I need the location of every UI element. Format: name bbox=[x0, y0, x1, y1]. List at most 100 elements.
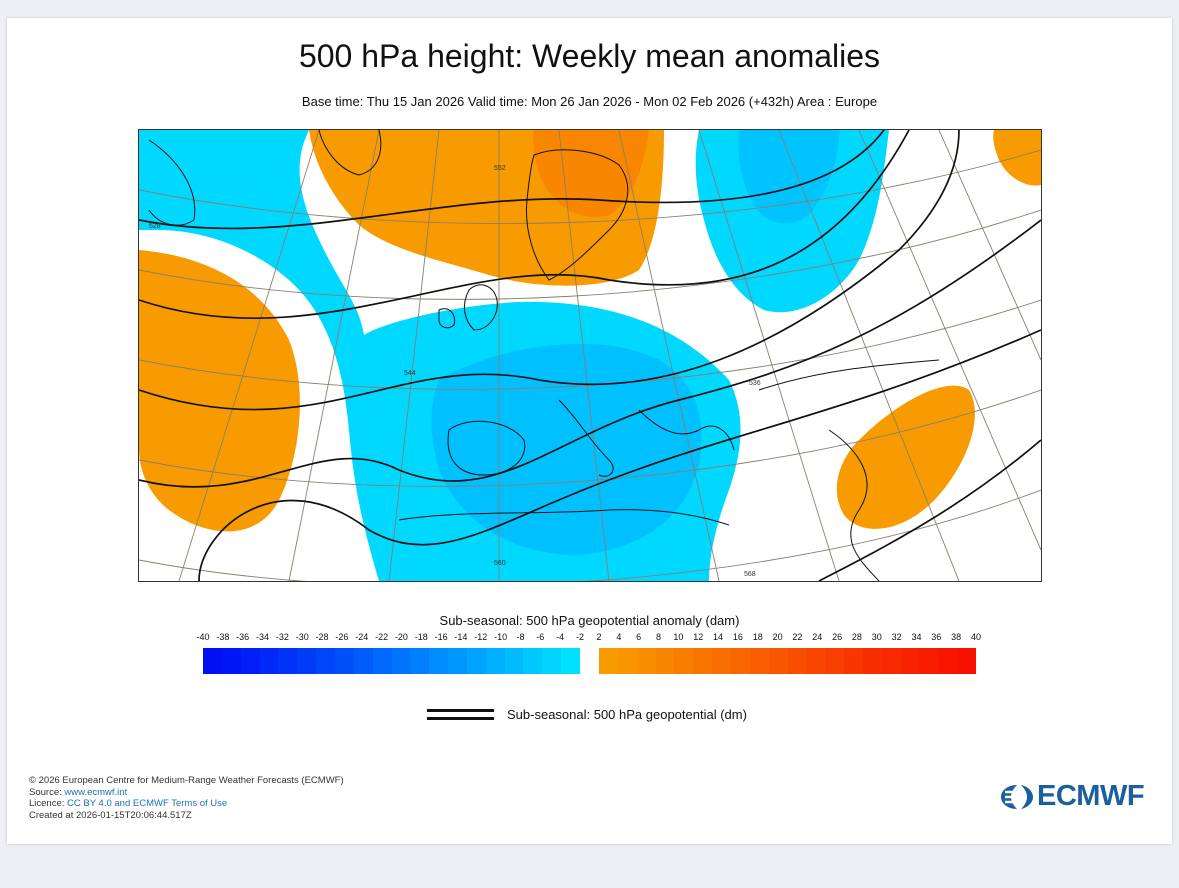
colorbar-cell bbox=[372, 648, 392, 674]
ecmwf-logo: ECMWF bbox=[999, 780, 1155, 813]
copyright-text: © 2026 European Centre for Medium-Range … bbox=[29, 775, 344, 786]
colorbar-tick-label: -2 bbox=[575, 632, 585, 642]
source-line: Source: www.ecmwf.int bbox=[29, 787, 344, 799]
colorbar-cell bbox=[466, 648, 487, 674]
colorbar-tick-label: -36 bbox=[236, 632, 250, 642]
colorbar-tick-label: -20 bbox=[394, 632, 408, 642]
contour-label: 536 bbox=[749, 380, 761, 387]
colorbar-cell bbox=[221, 648, 242, 674]
colorbar-cell bbox=[429, 648, 449, 674]
colorbar-tick-label: 2 bbox=[596, 632, 602, 642]
colorbar-negative bbox=[203, 648, 581, 674]
colorbar-cell bbox=[900, 648, 920, 674]
colorbar-cell bbox=[844, 648, 864, 674]
colorbar-cell bbox=[599, 648, 619, 674]
positive-anomaly-scandinavia-core bbox=[533, 130, 649, 217]
colorbar-tick-label: 18 bbox=[752, 632, 763, 642]
colorbar-cell bbox=[523, 648, 543, 674]
colorbar-tick-label: 20 bbox=[772, 632, 783, 642]
ecmwf-logo-icon bbox=[1001, 785, 1033, 809]
colorbar-title: Sub-seasonal: 500 hPa geopotential anoma… bbox=[439, 613, 740, 628]
colorbar-cell bbox=[919, 648, 939, 674]
contour-labels: 552 544 536 528 560 568 bbox=[149, 165, 761, 578]
colorbar-tick-label: 34 bbox=[911, 632, 922, 642]
colorbar-cell bbox=[825, 648, 845, 674]
colorbar-tick-label: 16 bbox=[732, 632, 743, 642]
colorbar-tick-label: -4 bbox=[556, 632, 565, 642]
created-text: Created at 2026-01-15T20:06:44.517Z bbox=[29, 809, 192, 821]
positive-anomaly-west-atlantic bbox=[139, 250, 300, 532]
contour-label: 552 bbox=[494, 165, 506, 172]
colorbar-tick-label: 36 bbox=[931, 632, 942, 642]
licence-link[interactable]: CC BY 4.0 and ECMWF Terms of Use bbox=[67, 798, 228, 809]
colorbar-cell bbox=[749, 648, 770, 674]
colorbar-tick-label: -38 bbox=[216, 632, 230, 642]
colorbar-tick-label: -32 bbox=[275, 632, 289, 642]
colorbar-cell bbox=[938, 648, 958, 674]
colorbar-tick-label: -8 bbox=[516, 632, 525, 642]
colorbar-cell bbox=[485, 648, 506, 674]
europe-anomaly-map: 552 544 536 528 560 568 bbox=[138, 129, 1042, 582]
colorbar-tick-label: -18 bbox=[414, 632, 428, 642]
licence-line: Licence: CC BY 4.0 and ECMWF Terms of Us… bbox=[29, 798, 344, 810]
colorbar-tick-label: 8 bbox=[656, 632, 662, 642]
contour-legend: Sub-seasonal: 500 hPa geopotential (dm) bbox=[7, 707, 1172, 727]
colorbar-cell bbox=[278, 648, 298, 674]
colorbar-cell bbox=[297, 648, 317, 674]
colorbar-tick-label: 30 bbox=[871, 632, 882, 642]
colorbar-tick-label: -24 bbox=[355, 632, 369, 642]
colorbar-tick-label: 26 bbox=[832, 632, 843, 642]
colorbar-cell bbox=[730, 648, 751, 674]
chart-title: 500 hPa height: Weekly mean anomalies bbox=[298, 38, 881, 74]
colorbar-tick-label: -26 bbox=[335, 632, 349, 642]
colorbar-cell bbox=[712, 648, 732, 674]
colorbar-cell bbox=[240, 648, 261, 674]
colorbar-cell bbox=[957, 648, 977, 674]
colorbar-tick-label: -40 bbox=[196, 632, 210, 642]
colorbar-tick-label: -28 bbox=[315, 632, 329, 642]
colorbar-tick-label: 12 bbox=[693, 632, 704, 642]
colorbar-tick-label: 38 bbox=[951, 632, 962, 642]
colorbar-tick-label: 40 bbox=[970, 632, 982, 642]
ecmwf-logo-text: ECMWF bbox=[1037, 780, 1145, 812]
colorbar-tick-label: 4 bbox=[616, 632, 622, 642]
positive-anomaly-siberia bbox=[993, 130, 1041, 186]
colorbar-cell bbox=[561, 648, 581, 674]
colorbar-tick-label: -6 bbox=[536, 632, 545, 642]
chart-subtitle: Base time: Thu 15 Jan 2026 Valid time: M… bbox=[301, 94, 878, 109]
colorbar-cell bbox=[316, 648, 336, 674]
negative-anomaly-russia-core bbox=[738, 130, 839, 224]
colorbar-cell bbox=[768, 648, 788, 674]
colorbar-tick-label: -30 bbox=[295, 632, 309, 642]
colorbar-cell bbox=[259, 648, 279, 674]
colorbar-cell bbox=[203, 648, 223, 674]
contour-label: 528 bbox=[149, 223, 161, 230]
colorbar-tick-label: -10 bbox=[494, 632, 508, 642]
colorbar-tick-label: 32 bbox=[891, 632, 902, 642]
colorbar-tick-label: 24 bbox=[812, 632, 823, 642]
map-svg: 552 544 536 528 560 568 bbox=[139, 130, 1041, 581]
colorbar-cell bbox=[787, 648, 807, 674]
colorbar-cell bbox=[806, 648, 826, 674]
chart-sheet: 500 hPa height: Weekly mean anomalies Ba… bbox=[7, 18, 1172, 844]
colorbar-ticks: -40 -38 -36 -34 -32 -30 -28 -26 -24 -22 -20 -18 -16-… bbox=[7, 632, 1172, 646]
colorbar-cell bbox=[881, 648, 902, 674]
contour-label: 544 bbox=[404, 370, 416, 377]
colorbar-tick-label: -14 bbox=[454, 632, 468, 642]
colorbar-tick-label: 22 bbox=[792, 632, 803, 642]
contour-legend-label: Sub-seasonal: 500 hPa geopotential (dm) bbox=[507, 707, 747, 722]
colorbar-cell bbox=[636, 648, 657, 674]
colorbar-cell bbox=[353, 648, 374, 674]
colorbar-positive bbox=[599, 648, 977, 674]
footer: © 2026 European Centre for Medium-Range … bbox=[29, 775, 344, 821]
colorbar-tick-label: -16 bbox=[434, 632, 448, 642]
colorbar-cell bbox=[674, 648, 694, 674]
colorbar-cell bbox=[410, 648, 430, 674]
colorbar-cell bbox=[862, 648, 883, 674]
licence-label: Licence: bbox=[29, 798, 68, 809]
source-link[interactable]: www.ecmwf.int bbox=[64, 786, 128, 798]
contour-legend-swatch bbox=[427, 709, 494, 722]
colorbar-cell bbox=[504, 648, 524, 674]
colorbar-tick-label: 28 bbox=[851, 632, 862, 642]
coastlines bbox=[148, 130, 940, 581]
